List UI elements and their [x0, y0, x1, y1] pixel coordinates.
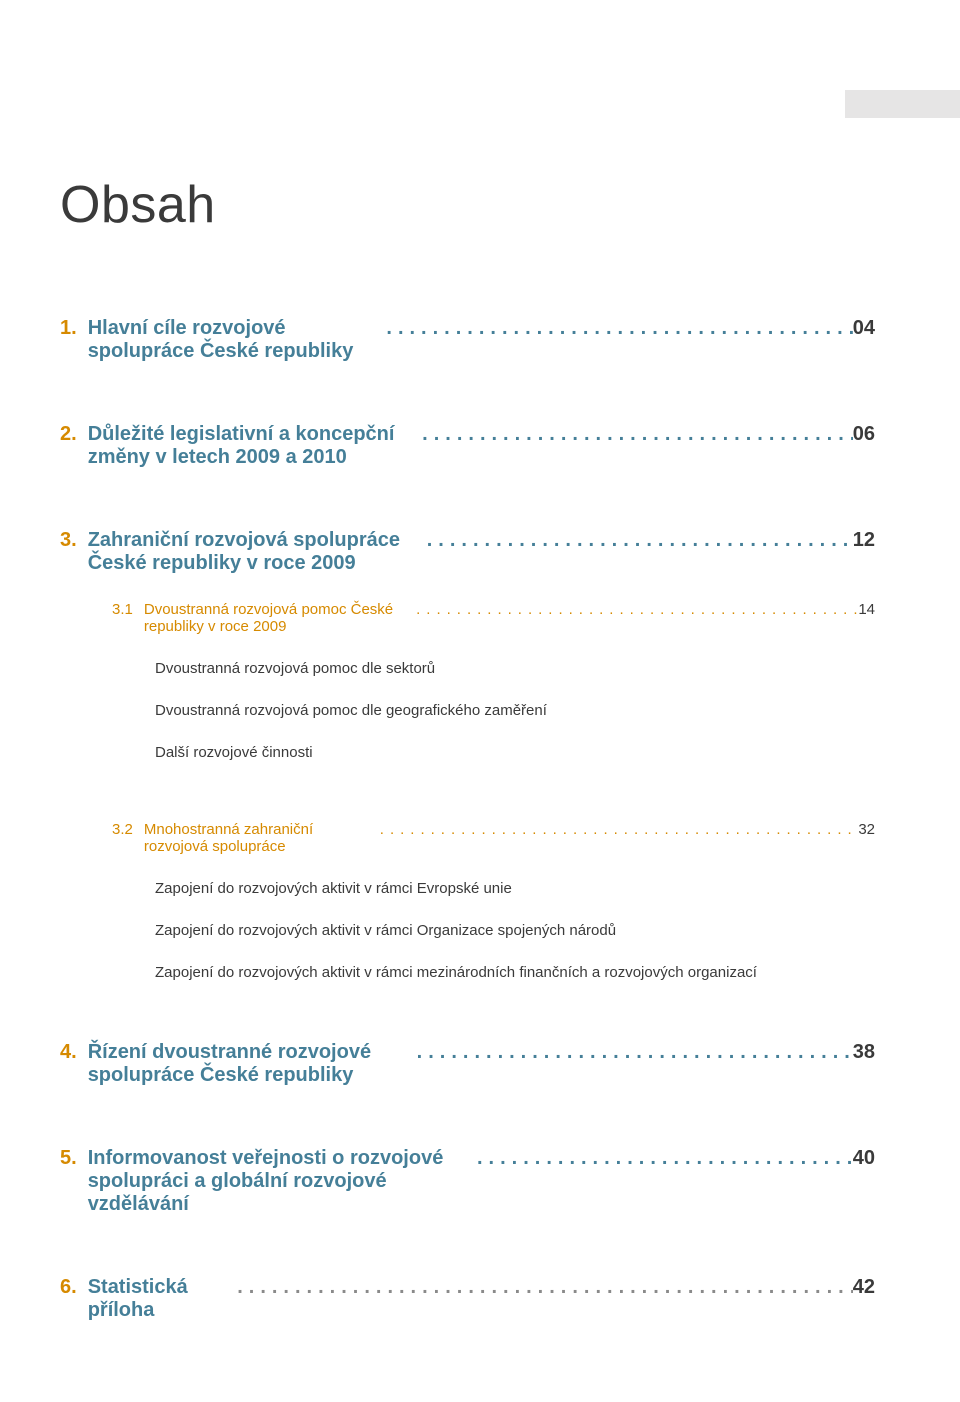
toc-page: 40 [853, 1147, 875, 1170]
toc-entry-3-1-c: Další rozvojové činnosti [60, 744, 875, 761]
toc-entry-3-2-c: Zapojení do rozvojových aktivit v rámci … [60, 964, 875, 981]
page-container: Obsah 1. Hlavní cíle rozvojové spoluprác… [0, 0, 960, 1402]
toc-page: 06 [853, 423, 875, 446]
toc-entry-3-1-a: Dvoustranná rozvojová pomoc dle sektorů [60, 660, 875, 677]
toc-number: 2. [60, 423, 77, 446]
toc-entry-3-1-b: Dvoustranná rozvojová pomoc dle geografi… [60, 702, 875, 719]
toc-entry-4[interactable]: 4. Řízení dvoustranné rozvojové spoluprá… [60, 1041, 875, 1087]
page-tab-decor [845, 90, 960, 118]
toc-label: Další rozvojové činnosti [155, 744, 313, 761]
toc-number: 4. [60, 1041, 77, 1064]
toc-entry-1[interactable]: 1. Hlavní cíle rozvojové spolupráce Česk… [60, 317, 875, 363]
toc-entry-5[interactable]: 5. Informovanost veřejnosti o rozvojové … [60, 1147, 875, 1216]
toc-number: 5. [60, 1147, 77, 1170]
toc-leader: ........................................… [408, 601, 858, 618]
toc-entry-6[interactable]: 6. Statistická příloha .................… [60, 1276, 875, 1322]
toc-page: 38 [853, 1041, 875, 1064]
toc-label: Zapojení do rozvojových aktivit v rámci … [155, 964, 757, 981]
toc-number: 1. [60, 317, 77, 340]
table-of-contents: 1. Hlavní cíle rozvojové spolupráce Česk… [60, 317, 875, 1322]
toc-entry-3[interactable]: 3. Zahraniční rozvojová spolupráce České… [60, 529, 875, 575]
toc-leader: ........................................… [469, 1147, 853, 1170]
toc-page: 14 [858, 601, 875, 618]
toc-leader: ........................................… [409, 1041, 853, 1064]
toc-entry-3-1[interactable]: 3.1 Dvoustranná rozvojová pomoc České re… [60, 601, 875, 635]
toc-page: 12 [853, 529, 875, 552]
toc-label: Zahraniční rozvojová spolupráce České re… [88, 529, 419, 575]
toc-label: Důležité legislativní a koncepční změny … [88, 423, 414, 469]
toc-label: Hlavní cíle rozvojové spolupráce České r… [88, 317, 379, 363]
toc-number: 3. [60, 529, 77, 552]
toc-label: Zapojení do rozvojových aktivit v rámci … [155, 922, 616, 939]
toc-leader: ........................................… [419, 529, 853, 552]
toc-entry-3-2-b: Zapojení do rozvojových aktivit v rámci … [60, 922, 875, 939]
toc-number: 6. [60, 1276, 77, 1299]
toc-label: Statistická příloha [88, 1276, 230, 1322]
toc-label: Informovanost veřejnosti o rozvojové spo… [88, 1147, 469, 1216]
toc-leader: ........................................… [378, 317, 852, 340]
toc-leader: ........................................… [414, 423, 853, 446]
toc-page: 42 [853, 1276, 875, 1299]
toc-leader: ........................................… [372, 821, 859, 838]
toc-label: Dvoustranná rozvojová pomoc dle geografi… [155, 702, 547, 719]
spacer [60, 786, 875, 821]
toc-entry-3-2[interactable]: 3.2 Mnohostranná zahraniční rozvojová sp… [60, 821, 875, 855]
toc-label: Dvoustranná rozvojová pomoc České republ… [144, 601, 408, 635]
toc-entry-3-2-a: Zapojení do rozvojových aktivit v rámci … [60, 880, 875, 897]
toc-label: Řízení dvoustranné rozvojové spolupráce … [88, 1041, 409, 1087]
toc-label: Mnohostranná zahraniční rozvojová spolup… [144, 821, 372, 855]
page-title: Obsah [60, 175, 875, 235]
toc-label: Zapojení do rozvojových aktivit v rámci … [155, 880, 512, 897]
toc-label: Dvoustranná rozvojová pomoc dle sektorů [155, 660, 435, 677]
toc-number: 3.2 [112, 821, 133, 838]
toc-page: 04 [853, 317, 875, 340]
toc-entry-2[interactable]: 2. Důležité legislativní a koncepční změ… [60, 423, 875, 469]
toc-number: 3.1 [112, 601, 133, 618]
toc-page: 32 [858, 821, 875, 838]
toc-leader: ........................................… [229, 1276, 853, 1299]
